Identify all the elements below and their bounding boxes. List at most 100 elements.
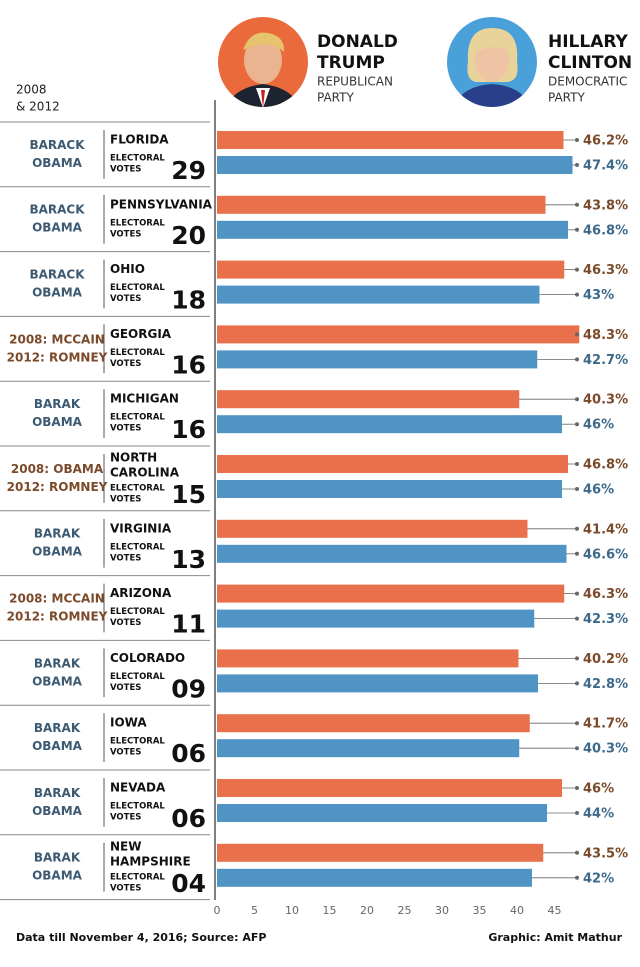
leader-dot bbox=[575, 422, 579, 427]
x-tick-label: 0 bbox=[214, 904, 221, 917]
leader-dot bbox=[575, 487, 579, 491]
prior-winner: BARAK bbox=[34, 721, 81, 735]
bar bbox=[217, 131, 564, 149]
prior-winner: 2008: MCCAIN bbox=[9, 592, 105, 606]
bar bbox=[217, 390, 520, 409]
electoral-label: VOTES bbox=[110, 883, 141, 893]
clinton-photo bbox=[447, 17, 537, 107]
x-tick-label: 5 bbox=[251, 904, 258, 917]
electoral-votes: 06 bbox=[171, 804, 206, 833]
x-tick-label: 45 bbox=[548, 904, 562, 917]
bar bbox=[217, 285, 540, 304]
value-label: 43.8% bbox=[583, 198, 628, 213]
prior-winner: OBAMA bbox=[32, 804, 83, 818]
x-tick-label: 15 bbox=[323, 904, 337, 917]
leader-dot bbox=[575, 526, 579, 531]
bar bbox=[217, 220, 568, 239]
bar bbox=[217, 156, 573, 174]
bar bbox=[217, 584, 565, 603]
legend-name: HILLARY bbox=[548, 32, 629, 52]
electoral-votes: 04 bbox=[171, 869, 206, 898]
prior-winner: BARACK bbox=[29, 138, 85, 152]
value-label: 40.2% bbox=[583, 652, 628, 667]
leader-dot bbox=[575, 332, 579, 337]
state-name: GEORGIA bbox=[110, 327, 172, 341]
state-name: VIRGINIA bbox=[110, 521, 172, 535]
bar bbox=[217, 739, 520, 758]
electoral-votes: 13 bbox=[171, 545, 206, 574]
state-name: NORTH bbox=[110, 451, 157, 465]
bar bbox=[217, 649, 519, 668]
electoral-label: ELECTORAL bbox=[110, 672, 165, 682]
prior-winner: 2012: ROMNEY bbox=[7, 480, 108, 494]
x-tick-label: 20 bbox=[360, 904, 374, 917]
electoral-label: VOTES bbox=[110, 424, 141, 434]
bar bbox=[217, 260, 565, 279]
state-name: HAMPSHIRE bbox=[110, 854, 191, 868]
legend-name: TRUMP bbox=[317, 53, 385, 73]
value-label: 47.4% bbox=[583, 159, 628, 174]
bar bbox=[217, 455, 568, 473]
leader-dot bbox=[575, 292, 579, 297]
prior-winner: BARACK bbox=[29, 268, 85, 282]
prior-winner: OBAMA bbox=[32, 545, 83, 559]
x-tick-label: 40 bbox=[510, 904, 524, 917]
prior-winner: OBAMA bbox=[32, 221, 83, 235]
value-label: 41.4% bbox=[583, 522, 628, 537]
leader-dot bbox=[575, 357, 579, 362]
electoral-label: VOTES bbox=[110, 229, 141, 239]
electoral-label: VOTES bbox=[110, 294, 141, 304]
prior-winner: BARAK bbox=[34, 786, 81, 800]
leader-dot bbox=[575, 591, 579, 596]
bar bbox=[217, 868, 532, 887]
leader-dot bbox=[575, 811, 579, 815]
prior-winner: OBAMA bbox=[32, 415, 83, 429]
value-label: 41.7% bbox=[583, 717, 628, 732]
state-name: COLORADO bbox=[110, 651, 185, 665]
bar bbox=[217, 674, 538, 693]
legend-party: DEMOCRATIC bbox=[548, 75, 627, 89]
prior-winner: 2008: OBAMA bbox=[11, 462, 104, 476]
leader-dot bbox=[575, 397, 579, 402]
electoral-votes: 16 bbox=[171, 415, 206, 444]
leader-dot bbox=[575, 163, 579, 167]
state-name: CAROLINA bbox=[110, 466, 180, 480]
electoral-votes: 11 bbox=[171, 610, 206, 639]
bar bbox=[217, 714, 530, 733]
value-label: 46.3% bbox=[583, 263, 628, 278]
electoral-votes: 29 bbox=[171, 156, 206, 185]
electoral-label: ELECTORAL bbox=[110, 802, 165, 812]
state-name: NEVADA bbox=[110, 781, 166, 795]
electoral-votes: 16 bbox=[171, 350, 206, 379]
leader-dot bbox=[575, 875, 579, 880]
bar bbox=[217, 350, 538, 369]
value-label: 43.5% bbox=[583, 846, 628, 861]
prior-winner: OBAMA bbox=[32, 674, 83, 688]
legend-name: DONALD bbox=[317, 32, 398, 52]
prior-winner: BARAK bbox=[34, 397, 81, 411]
value-label: 46.2% bbox=[583, 134, 628, 149]
legend-party: PARTY bbox=[317, 91, 354, 105]
value-label: 46% bbox=[583, 418, 614, 433]
electoral-votes: 15 bbox=[171, 480, 206, 509]
x-tick-label: 30 bbox=[435, 904, 449, 917]
prior-winner: OBAMA bbox=[32, 286, 83, 300]
bar bbox=[217, 609, 535, 628]
bar bbox=[217, 195, 546, 214]
prior-winner: 2012: ROMNEY bbox=[7, 350, 108, 364]
value-label: 46.3% bbox=[583, 587, 628, 602]
value-label: 46.8% bbox=[583, 458, 628, 473]
value-label: 43% bbox=[583, 288, 614, 303]
legend-name: CLINTON bbox=[548, 53, 632, 73]
electoral-label: VOTES bbox=[110, 683, 141, 693]
source-note: Data till November 4, 2016; Source: AFP bbox=[16, 931, 266, 944]
x-tick-label: 10 bbox=[285, 904, 299, 917]
bar bbox=[217, 544, 567, 563]
electoral-label: VOTES bbox=[110, 165, 141, 175]
state-name: MICHIGAN bbox=[110, 392, 179, 406]
bar bbox=[217, 519, 528, 538]
electoral-votes: 20 bbox=[171, 221, 206, 250]
leader-dot bbox=[575, 202, 579, 207]
credit-note: Graphic: Amit Mathur bbox=[488, 931, 622, 944]
